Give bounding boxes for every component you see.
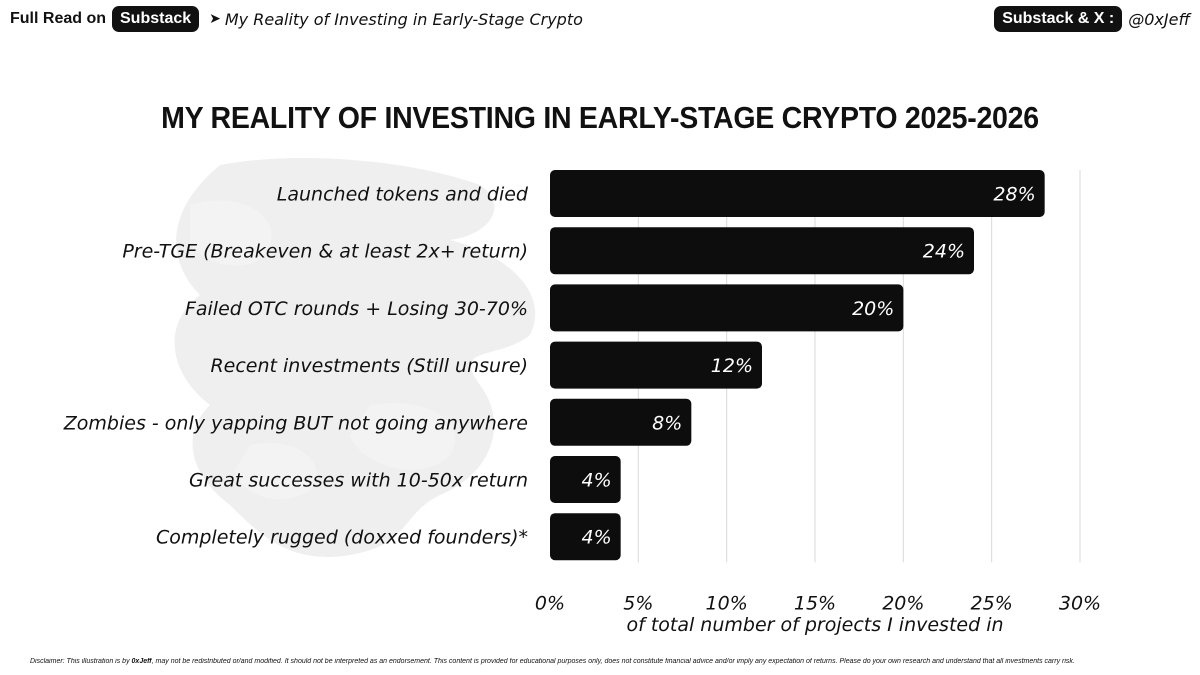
disclaimer-suffix: , may not be redistributed or/and modifi… — [151, 658, 1075, 665]
x-axis-ticks: 0% 5% 10% 15% 20% 25% 30% — [535, 592, 1101, 614]
full-read-banner[interactable]: Full Read on Substack ➤ My Reality of In… — [10, 6, 583, 32]
background-brush-texture — [174, 157, 536, 557]
bar — [550, 227, 974, 275]
x-tick-label: 5% — [623, 592, 653, 614]
social-banner[interactable]: Substack & X : @0xJeff — [994, 6, 1190, 32]
category-label: Great successes with 10-50x return — [189, 470, 528, 492]
bar-value-label: 20% — [852, 298, 894, 320]
disclaimer: Disclaimer: This illustration is by 0xJe… — [30, 658, 1180, 665]
arrow-right-icon: ➤ — [209, 11, 221, 27]
bar-value-label: 4% — [582, 527, 612, 549]
bar-value-label: 4% — [582, 470, 612, 492]
author-handle[interactable]: @0xJeff — [1128, 9, 1190, 29]
bar-value-label: 28% — [993, 184, 1035, 206]
category-label: Pre-TGE (Breakeven & at least 2x+ return… — [122, 241, 528, 263]
disclaimer-author: 0xJeff — [131, 658, 152, 665]
full-read-label: Full Read on — [10, 10, 106, 27]
bar — [550, 284, 904, 332]
x-tick-label: 30% — [1059, 592, 1101, 614]
bar — [550, 170, 1045, 217]
x-tick-label: 10% — [706, 592, 748, 614]
category-label: Recent investments (Still unsure) — [210, 355, 528, 377]
bar-value-label: 8% — [652, 412, 682, 434]
x-tick-label: 0% — [535, 592, 565, 614]
category-label: Launched tokens and died — [277, 184, 529, 206]
substack-badge[interactable]: Substack — [112, 6, 200, 32]
bar-value-label: 12% — [711, 355, 753, 377]
category-label: Failed OTC rounds + Losing 30-70% — [185, 298, 528, 320]
category-labels: Launched tokens and died Pre-TGE (Breakev… — [63, 184, 529, 549]
top-bar: Full Read on Substack ➤ My Reality of In… — [0, 0, 1200, 40]
bar — [550, 341, 762, 389]
chart-title: MY REALITY OF INVESTING IN EARLY-STAGE C… — [161, 100, 1039, 135]
x-tick-label: 20% — [882, 592, 924, 614]
disclaimer-prefix: Disclaimer: This illustration is by — [30, 658, 132, 665]
social-badge: Substack & X : — [994, 6, 1123, 32]
bar — [550, 456, 621, 503]
bar-value-label: 24% — [923, 241, 965, 263]
x-axis-label: of total number of projects I invested i… — [626, 614, 1003, 636]
category-label: Zombies - only yapping BUT not going any… — [63, 412, 528, 434]
article-title: My Reality of Investing in Early-Stage C… — [224, 9, 583, 29]
category-label: Completely rugged (doxxed founders)* — [156, 527, 528, 549]
bar — [550, 513, 621, 561]
bars: 28% 24% 20% 12% 8% 4% 4% — [550, 170, 1045, 561]
x-tick-label: 15% — [794, 592, 836, 614]
x-tick-label: 25% — [971, 592, 1013, 614]
bar — [550, 398, 692, 446]
